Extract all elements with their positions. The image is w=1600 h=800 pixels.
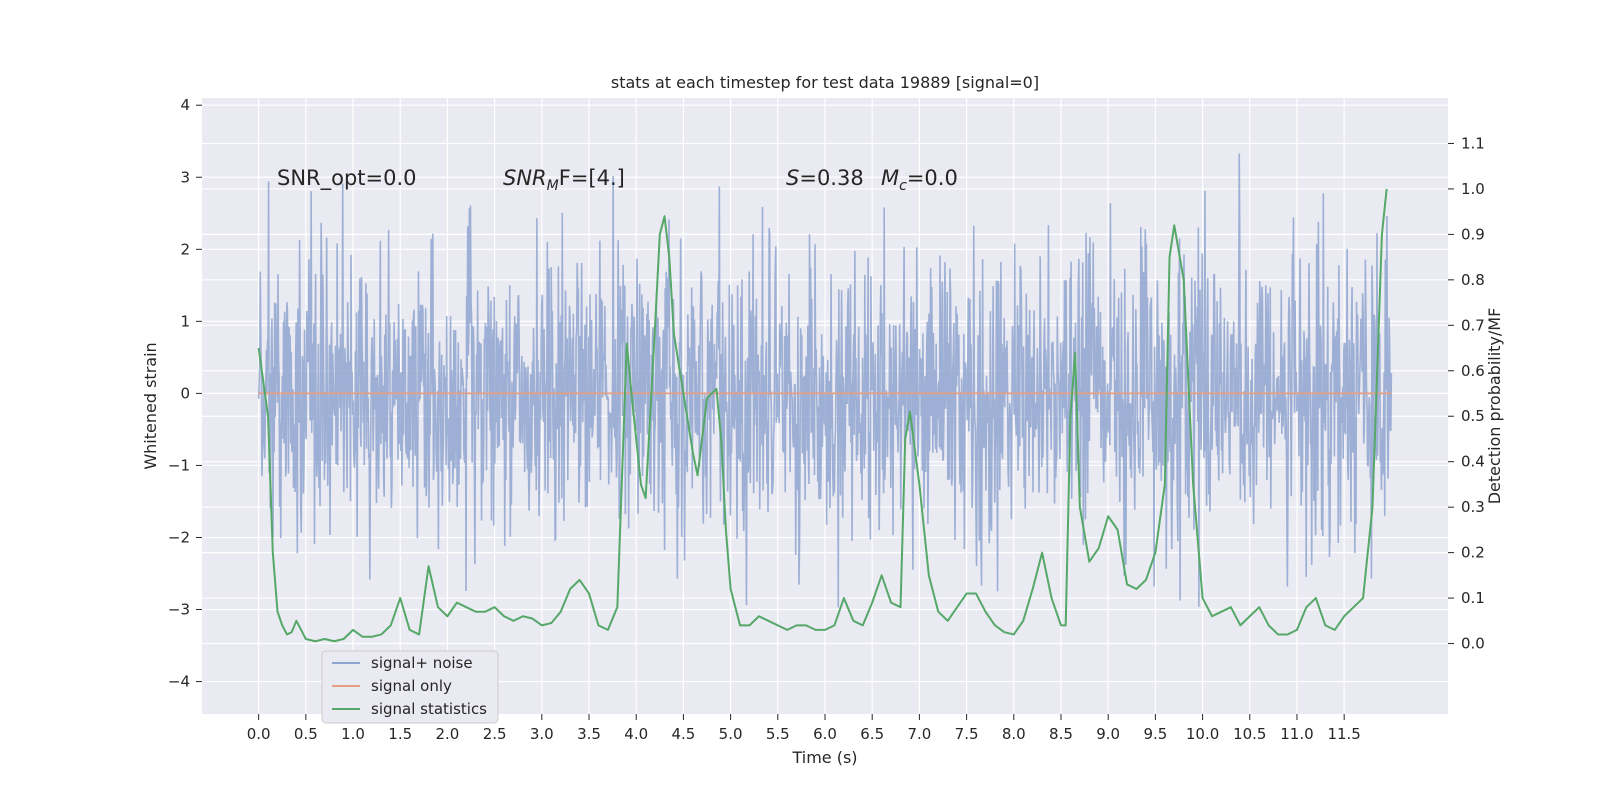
legend-label-noise: signal+ noise: [371, 654, 473, 672]
y2-tick-label: 0.1: [1461, 589, 1485, 607]
annotation-mc: Mc=0.0: [881, 166, 958, 194]
legend-box: [321, 650, 499, 724]
y2-tick-label: 1.0: [1461, 180, 1485, 198]
y-tick-label: −3: [168, 601, 190, 619]
s-value: =0.38: [799, 166, 863, 190]
y-axis-right: 1.1 1.0 0.9 0.8 0.7 0.6 0.5 0.4 0.3 0.2 0.1 0.0: [1448, 134, 1485, 653]
series-signal-statistics: [257, 188, 1388, 643]
x-tick-label: 6.0: [813, 725, 837, 743]
y-tick-label: −1: [168, 456, 190, 474]
y2-axis-label: Detection probability/MF: [1485, 308, 1504, 505]
s-symbol: S: [786, 166, 799, 190]
x-tick-label: 9.5: [1143, 725, 1167, 743]
x-tick-label: 3.0: [530, 725, 554, 743]
x-tick-label: 2.5: [483, 725, 507, 743]
y-tick-label: 2: [180, 240, 190, 258]
annotation-snr-opt: SNR_opt=0.0: [277, 166, 417, 191]
y-tick-label: 3: [180, 168, 190, 186]
y-tick-label: −2: [168, 528, 190, 546]
x-tick-label: 0.0: [247, 725, 271, 743]
y2-tick-label: 0.4: [1461, 453, 1485, 471]
x-tick-label: 0.5: [294, 725, 318, 743]
x-tick-label: 7.0: [907, 725, 931, 743]
y-tick-label: 1: [180, 312, 190, 330]
chart-title: stats at each timestep for test data 198…: [611, 73, 1039, 92]
y2-tick-label: 0.7: [1461, 316, 1485, 334]
mc-sub: c: [899, 178, 907, 194]
x-tick-label: 8.0: [1002, 725, 1026, 743]
annotation-s: S=0.38: [786, 166, 864, 190]
x-tick-label: 7.5: [955, 725, 979, 743]
y2-tick-label: 0.9: [1461, 225, 1485, 243]
y-tick-label: 4: [180, 96, 190, 114]
x-tick-label: 5.5: [766, 725, 790, 743]
x-tick-label: 2.0: [435, 725, 459, 743]
x-tick-label: 3.5: [577, 725, 601, 743]
y-axis-label: Whitened strain: [141, 342, 160, 469]
snr-mf-rest: F=[4.]: [559, 166, 625, 190]
legend-label-signal: signal only: [371, 677, 452, 695]
y2-tick-label: 0.6: [1461, 362, 1485, 380]
y-tick-label: −4: [168, 673, 190, 691]
annotation-snr-mf: SNRMF=[4.]: [503, 166, 625, 194]
y2-tick-label: 0.3: [1461, 498, 1485, 516]
x-tick-label: 1.5: [388, 725, 412, 743]
series-layer: [257, 188, 1392, 643]
y-axis-left: 4 3 2 1 0 −1 −2 −3 −4: [168, 96, 202, 691]
x-tick-label: 4.5: [671, 725, 695, 743]
x-tick-label: 4.0: [624, 725, 648, 743]
legend: signal+ noise signal only signal statist…: [321, 650, 499, 724]
y2-tick-label: 0.0: [1461, 635, 1485, 653]
x-tick-label: 11.0: [1280, 725, 1313, 743]
mc-value: =0.0: [907, 166, 958, 190]
x-axis-label: Time (s): [791, 748, 857, 767]
y2-tick-label: 1.1: [1461, 134, 1485, 152]
x-tick-label: 9.0: [1096, 725, 1120, 743]
y2-tick-label: 0.2: [1461, 544, 1485, 562]
x-tick-label: 5.0: [719, 725, 743, 743]
y-tick-label: 0: [180, 384, 190, 402]
x-tick-label: 11.5: [1327, 725, 1360, 743]
snr-mf-sub: M: [547, 178, 559, 194]
x-tick-label: 10.0: [1186, 725, 1219, 743]
legend-label-stats: signal statistics: [371, 700, 487, 718]
x-axis: 0.0 0.5 1.0 1.5 2.0 2.5 3.0 3.5 4.0 4.5 5.0 5.5 6.0 6…: [247, 714, 1361, 743]
x-tick-label: 8.5: [1049, 725, 1073, 743]
x-tick-label: 6.5: [860, 725, 884, 743]
snr-mf-main: SNR: [503, 166, 547, 190]
y2-tick-label: 0.5: [1461, 407, 1485, 425]
x-tick-label: 1.0: [341, 725, 365, 743]
y2-tick-label: 0.8: [1461, 271, 1485, 289]
mc-symbol: M: [881, 166, 899, 190]
x-tick-label: 10.5: [1233, 725, 1266, 743]
